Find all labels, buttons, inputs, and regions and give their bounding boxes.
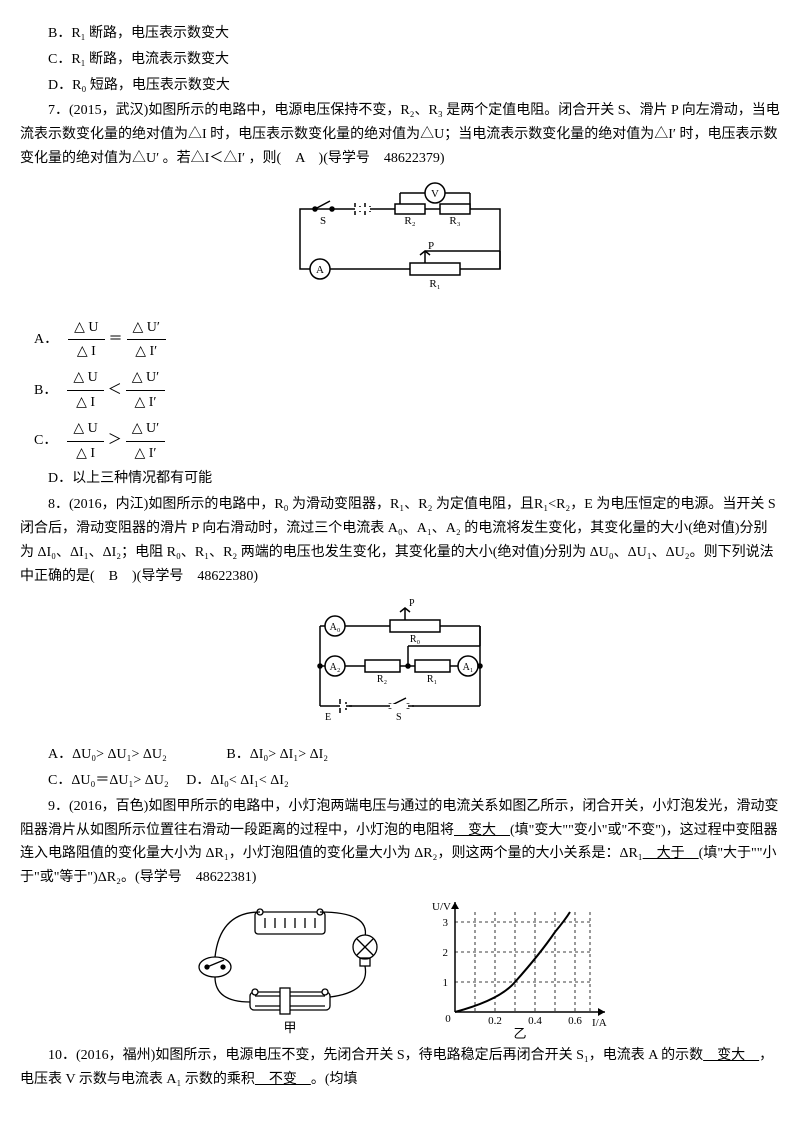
svg-text:0.6: 0.6 (568, 1015, 582, 1027)
q8-circuit-svg: A₀ P R₀ A₂ R₂ R₁ A₁ E S (280, 596, 520, 726)
q8-optB: B．ΔI₀> ΔI₁> ΔI₂ (226, 747, 328, 762)
q10-stem: 10．(2016，福州)如图所示，电源电压不变，先闭合开关 S，待电路稳定后再闭… (20, 1044, 780, 1092)
q10-stem-part3: 。(均填 (311, 1072, 358, 1087)
q9-xlabel: I/A (592, 1017, 607, 1029)
q9-answer-1: 变大 (454, 823, 510, 838)
q8-label-s: S (396, 712, 402, 723)
q9-caption-right: 乙 (513, 1026, 526, 1041)
q8-options-row1: A．ΔU₀> ΔU₁> ΔU₂ B．ΔI₀> ΔI₁> ΔI₂ (20, 743, 780, 767)
q8-optC: C．ΔU₀＝ΔU₁> ΔU₂ (48, 773, 169, 788)
q7-b-den2: △ I′ (126, 391, 165, 415)
q7-b-num1: △ U (67, 366, 103, 391)
q10-answer-1: 变大 (703, 1048, 759, 1063)
q8-label-r2: R₂ (377, 674, 387, 685)
q9-figures: 甲 U/V I/A 0 0.2 0.4 0.6 1 2 3 (20, 892, 780, 1042)
q8-label-a0: A₀ (330, 622, 341, 633)
q7-a-op: ＝ (109, 328, 123, 352)
q8-stem: 8．(2016，内江)如图所示的电路中，R₀ 为滑动变阻器，R₁、R₂ 为定值电… (20, 493, 780, 588)
q7-label-a: A (316, 264, 324, 276)
q8-label-a2: A₂ (330, 662, 341, 673)
q9-stem: 9．(2016，百色)如图甲所示的电路中，小灯泡两端电压与通过的电流关系如图乙所… (20, 795, 780, 890)
q8-circuit-figure: A₀ P R₀ A₂ R₂ R₁ A₁ E S (20, 596, 780, 735)
q9-circuit-svg: 甲 (180, 902, 400, 1042)
q8-label-e: E (325, 712, 331, 723)
svg-text:3: 3 (442, 917, 448, 929)
q7-label-p: P (428, 240, 434, 252)
q8-optA: A．ΔU₀> ΔU₁> ΔU₂ (48, 747, 167, 762)
q7-label-r2: R₂ (404, 215, 415, 227)
q7-b-num2: △ U′ (126, 366, 165, 391)
q7-label-v: V (431, 188, 439, 200)
q7-b-op: ＜ (108, 379, 122, 403)
q7-optB-label: B． (34, 379, 57, 403)
q7-option-a: A． △ U△ I ＝ △ U′△ I′ (34, 316, 780, 365)
q7-circuit-svg: V A S R₂ R₃ P R₁ (270, 179, 530, 299)
q7-label-r3: R₃ (449, 215, 460, 227)
svg-text:2: 2 (442, 947, 448, 959)
q7-c-num2: △ U′ (126, 417, 165, 442)
q7-option-b: B． △ U△ I ＜ △ U′△ I′ (34, 366, 780, 415)
q7-option-c: C． △ U△ I ＞ △ U′△ I′ (34, 417, 780, 466)
q7-a-num2: △ U′ (127, 316, 166, 341)
q7-c-num1: △ U (67, 417, 103, 442)
q9-caption-left: 甲 (284, 1020, 297, 1035)
q7-option-d: D．以上三种情况都有可能 (20, 467, 780, 491)
q8-label-a1: A₁ (463, 662, 474, 673)
q8-label-p: P (409, 598, 415, 609)
q10-stem-part1: 10．(2016，福州)如图所示，电源电压不变，先闭合开关 S，待电路稳定后再闭… (48, 1048, 703, 1063)
q7-optA-label: A． (34, 328, 58, 352)
q7-stem: 7．(2015，武汉)如图所示的电路中，电源电压保持不变，R₂、R₃ 是两个定值… (20, 99, 780, 170)
svg-text:0: 0 (445, 1013, 451, 1025)
svg-text:0.4: 0.4 (528, 1015, 542, 1027)
q9-ylabel: U/V (432, 901, 451, 913)
svg-text:0.2: 0.2 (488, 1015, 502, 1027)
q7-a-den1: △ I (68, 340, 104, 364)
q8-optD: D．ΔI₀< ΔI₁< ΔI₂ (186, 773, 289, 788)
svg-text:1: 1 (442, 977, 448, 989)
q8-label-r0: R₀ (410, 634, 421, 645)
q7-c-den1: △ I (67, 442, 103, 466)
q7-a-den2: △ I′ (127, 340, 166, 364)
q7-c-op: ＞ (108, 429, 122, 453)
q7-c-den2: △ I′ (126, 442, 165, 466)
q6-option-c: C．R₁ 断路，电流表示数变大 (20, 48, 780, 72)
q7-circuit-figure: V A S R₂ R₃ P R₁ (20, 179, 780, 308)
q9-answer-2: 大于 (643, 846, 699, 861)
q9-chart-svg: U/V I/A 0 0.2 0.4 0.6 1 2 3 乙 (420, 892, 620, 1042)
q8-options-row2: C．ΔU₀＝ΔU₁> ΔU₂ D．ΔI₀< ΔI₁< ΔI₂ (20, 769, 780, 793)
q7-b-den1: △ I (67, 391, 103, 415)
q7-label-r1: R₁ (429, 278, 440, 290)
q7-label-s: S (320, 215, 326, 227)
q10-answer-2: 不变 (255, 1072, 311, 1087)
q7-optC-label: C． (34, 429, 57, 453)
q6-option-d: D．R₀ 短路，电压表示数变大 (20, 74, 780, 98)
q6-option-b: B．R₁ 断路，电压表示数变大 (20, 22, 780, 46)
q7-a-num1: △ U (68, 316, 104, 341)
q8-label-r1: R₁ (427, 674, 437, 685)
